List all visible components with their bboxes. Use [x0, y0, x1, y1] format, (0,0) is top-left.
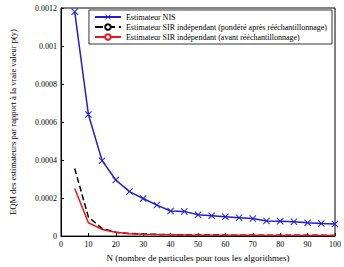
svg-text:0: 0 [53, 232, 57, 241]
svg-text:0.0012: 0.0012 [35, 4, 57, 13]
svg-text:0.0002: 0.0002 [35, 194, 57, 203]
svg-text:Estimateur SIR indépendant (av: Estimateur SIR indépendant (avant réécha… [126, 33, 300, 42]
svg-text:20: 20 [112, 240, 120, 249]
svg-text:0: 0 [59, 240, 63, 249]
svg-text:0.0004: 0.0004 [35, 156, 57, 165]
svg-text:0.001: 0.001 [39, 42, 57, 51]
svg-text:10: 10 [84, 240, 92, 249]
svg-text:70: 70 [249, 240, 257, 249]
svg-text:Estimateur NIS: Estimateur NIS [126, 13, 176, 22]
svg-text:90: 90 [304, 240, 312, 249]
svg-text:0.0008: 0.0008 [35, 80, 57, 89]
svg-text:EQM des estimateurs par rappor: EQM des estimateurs par rapport à la vra… [8, 29, 18, 215]
svg-text:N (nombre de particules pour t: N (nombre de particules pour tous les al… [106, 253, 289, 263]
svg-text:0.0006: 0.0006 [35, 118, 57, 127]
svg-text:50: 50 [194, 240, 202, 249]
svg-text:30: 30 [139, 240, 147, 249]
svg-text:40: 40 [167, 240, 175, 249]
svg-text:100: 100 [329, 240, 341, 249]
svg-text:60: 60 [221, 240, 229, 249]
svg-text:Estimateur SIR indépendant (po: Estimateur SIR indépendant (pondéré aprè… [126, 23, 327, 32]
svg-text:80: 80 [276, 240, 284, 249]
